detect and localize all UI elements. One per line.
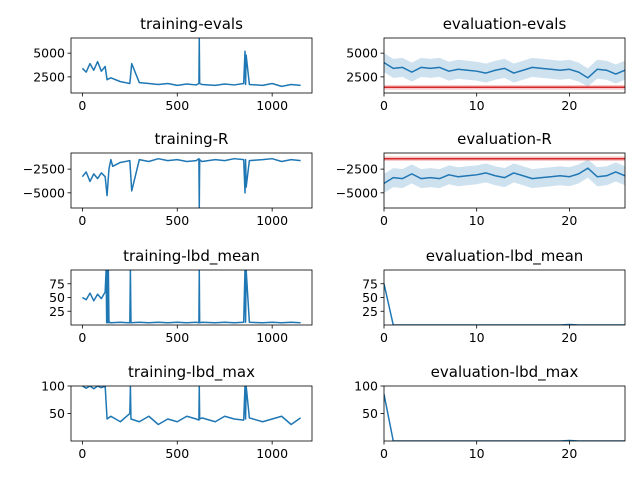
series-0 <box>384 283 625 325</box>
y-tick-label: 50 <box>49 406 65 421</box>
series-1 <box>384 84 625 90</box>
x-tick-label: 0 <box>78 213 86 228</box>
confidence-band <box>384 159 625 193</box>
y-tick-label: 2500 <box>33 69 65 84</box>
x-tick-label: 20 <box>561 330 577 345</box>
y-tick-label: 50 <box>49 290 65 305</box>
y-tick-label: −5000 <box>23 185 65 200</box>
y-tick-label: −5000 <box>336 185 378 200</box>
axes-frame <box>70 152 313 209</box>
chart-title: evaluation-evals <box>443 15 567 33</box>
x-tick-label: 20 <box>561 446 577 461</box>
series-line <box>82 386 302 426</box>
plot-area <box>82 386 302 426</box>
series-line <box>384 283 625 325</box>
y-tick-label: 75 <box>49 276 65 291</box>
series-line <box>384 394 625 441</box>
x-tick-label: 500 <box>165 446 189 461</box>
chart-title: training-evals <box>140 15 243 33</box>
axes-frame <box>383 37 626 94</box>
series-0 <box>384 394 625 441</box>
y-tick-label: 5000 <box>33 46 65 61</box>
plot-area <box>384 53 625 90</box>
chart-title: training-lbd_max <box>128 363 255 382</box>
x-tick-label: 10 <box>469 98 485 113</box>
chart-title: training-R <box>155 130 229 148</box>
subplot-2: 0 500 1000 −5000 −2500 training-R <box>23 130 313 228</box>
series-line <box>384 62 625 79</box>
axes-frame <box>70 37 313 94</box>
x-tick-label: 10 <box>469 330 485 345</box>
y-tick-label: 25 <box>49 304 65 319</box>
plot-area <box>82 270 301 324</box>
axes-frame <box>383 385 626 442</box>
x-tick-label: 0 <box>380 330 388 345</box>
x-tick-label: 0 <box>380 98 388 113</box>
y-tick-label: 50 <box>362 406 378 421</box>
subplot-7: 0 10 20 50 100 evaluation-lbd_max <box>354 363 626 461</box>
x-tick-label: 0 <box>78 446 86 461</box>
y-tick-label: 2500 <box>346 69 378 84</box>
series-0 <box>82 386 302 426</box>
axes-frame <box>383 152 626 209</box>
plot-area <box>384 394 625 441</box>
y-tick-label: 25 <box>362 304 378 319</box>
x-tick-label: 0 <box>380 446 388 461</box>
series-0 <box>81 157 301 208</box>
y-tick-label: 5000 <box>346 46 378 61</box>
x-tick-label: 1000 <box>256 98 288 113</box>
y-tick-label: 100 <box>354 379 378 394</box>
chart-title: evaluation-R <box>457 130 552 148</box>
plot-area <box>81 157 301 208</box>
series-0 <box>384 53 625 87</box>
plot-area <box>384 283 625 325</box>
chart-title: evaluation-lbd_mean <box>426 247 584 266</box>
y-tick-label: 75 <box>362 276 378 291</box>
y-tick-label: 50 <box>362 290 378 305</box>
x-tick-label: 20 <box>561 98 577 113</box>
x-tick-label: 20 <box>561 213 577 228</box>
series-line <box>384 167 625 184</box>
x-tick-label: 1000 <box>256 213 288 228</box>
series-0 <box>384 159 625 193</box>
subplot-3: 0 10 20 −5000 −2500 evaluation-R <box>336 130 626 228</box>
x-tick-label: 10 <box>469 446 485 461</box>
plot-area <box>384 156 625 193</box>
series-0 <box>81 38 301 88</box>
subplot-1: 0 10 20 2500 5000 evaluation-evals <box>346 15 626 113</box>
axes-frame <box>383 269 626 326</box>
x-tick-label: 10 <box>469 213 485 228</box>
series-1 <box>384 156 625 162</box>
series-line <box>81 38 301 88</box>
x-tick-label: 1000 <box>256 446 288 461</box>
x-tick-label: 500 <box>165 213 189 228</box>
x-tick-label: 500 <box>165 98 189 113</box>
series-0 <box>82 270 301 324</box>
x-tick-label: 1000 <box>256 330 288 345</box>
y-tick-label: −2500 <box>336 162 378 177</box>
subplot-0: 0 500 1000 2500 5000 training-evals <box>33 15 313 113</box>
y-tick-label: −2500 <box>23 162 65 177</box>
y-tick-label: 100 <box>41 379 65 394</box>
series-line <box>82 270 301 324</box>
x-tick-label: 0 <box>78 98 86 113</box>
x-tick-label: 500 <box>165 330 189 345</box>
plot-area <box>81 38 301 88</box>
subplot-6: 0 500 1000 50 100 training-lbd_max <box>41 363 313 461</box>
confidence-band <box>384 53 625 87</box>
x-tick-label: 0 <box>380 213 388 228</box>
x-tick-label: 0 <box>78 330 86 345</box>
chart-title: training-lbd_mean <box>123 247 260 266</box>
series-line <box>81 157 301 208</box>
chart-title: evaluation-lbd_max <box>431 363 579 382</box>
